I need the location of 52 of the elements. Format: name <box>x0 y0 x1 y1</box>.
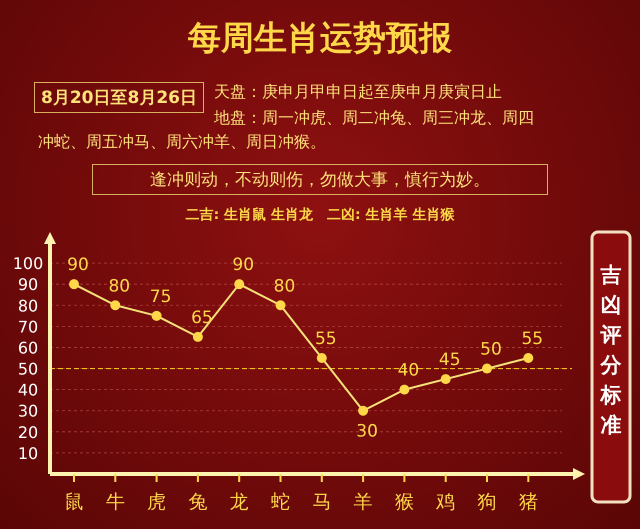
point <box>482 364 492 374</box>
y-tick-label: 80 <box>18 296 38 316</box>
x-tick-label: 蛇 <box>271 491 290 513</box>
y-tick-label: 40 <box>18 380 38 400</box>
data-label: 90 <box>67 255 89 276</box>
x-tick-label: 马 <box>312 491 332 513</box>
point <box>399 384 410 395</box>
x-tick-label: 兔 <box>188 491 208 513</box>
point <box>69 279 79 290</box>
data-label: 30 <box>356 422 378 442</box>
data-label: 50 <box>480 340 502 360</box>
y-tick-label: 20 <box>18 422 38 442</box>
point <box>523 353 534 363</box>
point <box>358 406 368 416</box>
data-label: 80 <box>274 276 296 296</box>
x-tick-label: 鼠 <box>64 491 84 513</box>
x-tick-label: 龙 <box>230 491 249 513</box>
text: 二吉: 生肖鼠 生肖龙 二凶: 生肖羊 生肖猴 <box>184 206 456 224</box>
data-label: 45 <box>438 350 461 370</box>
data-label: 65 <box>191 308 213 328</box>
data-label: 90 <box>232 255 254 276</box>
x-tick-label: 虎 <box>147 491 166 513</box>
text: 8月20日至8月26日 <box>34 82 204 113</box>
y-tick-label: 90 <box>18 275 38 294</box>
point <box>110 300 120 310</box>
data-label: 55 <box>314 329 337 349</box>
x-tick-label: 狗 <box>478 491 496 513</box>
text: 逢冲则动，不动则伤，勿做大事，慎行为妙。 <box>92 164 548 195</box>
y-tick-label: 30 <box>18 402 38 421</box>
x-tick-label: 猪 <box>518 491 538 513</box>
point <box>192 332 203 342</box>
point <box>234 279 244 290</box>
point <box>440 374 451 384</box>
y-tick-label: 70 <box>18 317 38 336</box>
x-tick-label: 牛 <box>106 491 125 513</box>
data-label: 75 <box>150 286 172 307</box>
data-label: 80 <box>108 276 130 296</box>
point <box>152 310 162 321</box>
point <box>316 353 327 363</box>
y-tick-label: 10 <box>18 444 38 463</box>
point <box>276 300 286 310</box>
y-tick-label: 50 <box>18 360 38 379</box>
x-tick-label: 猴 <box>394 491 414 513</box>
text: 天盘：庚申月甲申日起至庚申月庚寅日止 <box>214 82 502 103</box>
data-label: 40 <box>398 360 420 381</box>
y-tick-label: 60 <box>18 338 38 358</box>
x-tick-label: 鸡 <box>435 491 456 513</box>
x-tick-label: 羊 <box>354 491 373 513</box>
data-label: 55 <box>521 329 544 349</box>
chart-title: 每周生肖运势预报 <box>187 17 453 59</box>
y-axis-title: 吉凶评分标准 <box>600 263 622 437</box>
y-tick-label: 100 <box>12 254 44 274</box>
